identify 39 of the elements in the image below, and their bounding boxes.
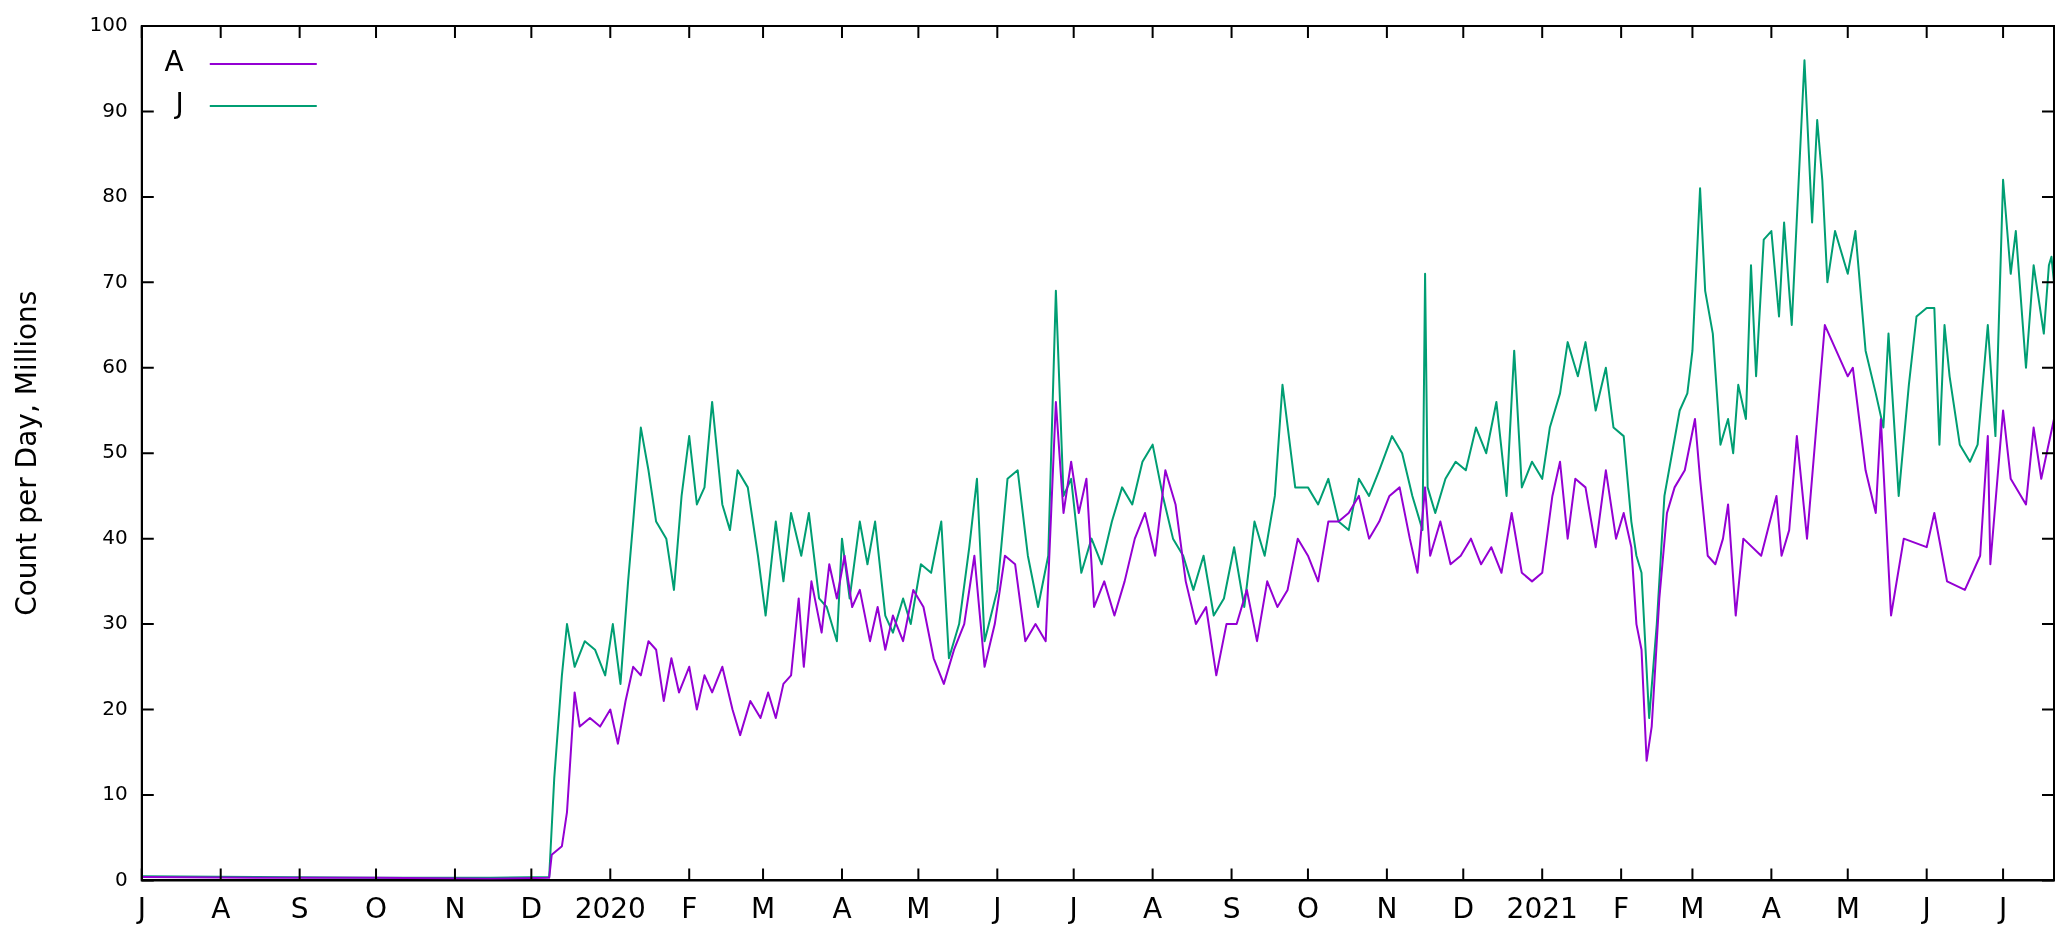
x-tick-label: J	[991, 892, 1002, 926]
x-tick-label: O	[365, 892, 388, 926]
y-tick-label: 60	[102, 353, 128, 378]
x-tick-label: D	[520, 892, 543, 926]
y-tick-label: 20	[102, 695, 128, 720]
x-tick-label: S	[1222, 892, 1241, 926]
y-tick-label: 90	[102, 97, 128, 122]
x-tick-label: M	[750, 892, 776, 926]
x-tick-label: 2020	[574, 892, 646, 926]
y-tick-label: 10	[102, 781, 128, 806]
y-tick-label: 50	[102, 439, 128, 464]
x-tick-label: J	[1920, 892, 1931, 926]
x-tick-label: F	[1613, 892, 1630, 926]
x-tick-label: 2021	[1506, 892, 1578, 926]
x-tick-label: J	[1996, 892, 2008, 926]
x-tick-label: N	[444, 892, 466, 926]
y-tick-label: 100	[89, 12, 128, 37]
x-tick-label: M	[1680, 892, 1705, 926]
x-tick-label: S	[290, 892, 309, 926]
x-tick-label: N	[1376, 892, 1398, 926]
legend-label: J	[173, 87, 184, 121]
y-tick-label: 0	[115, 866, 128, 891]
x-tick-label: M	[1835, 892, 1860, 926]
x-tick-label: M	[906, 892, 931, 926]
y-tick-label: 30	[102, 610, 128, 635]
y-axis-title: Count per Day, Millions	[10, 290, 44, 616]
y-tick-label: 40	[102, 524, 128, 549]
x-tick-label: O	[1296, 892, 1319, 926]
x-tick-label: J	[135, 892, 146, 926]
x-tick-label: A	[832, 892, 852, 926]
x-tick-label: A	[1761, 892, 1781, 926]
x-tick-label: A	[211, 892, 231, 926]
x-tick-label: J	[1067, 892, 1078, 926]
y-tick-label: 80	[102, 183, 128, 208]
x-tick-label: F	[681, 892, 698, 926]
x-tick-label: D	[1452, 892, 1475, 926]
y-tick-label: 70	[102, 268, 128, 293]
x-tick-label: A	[1143, 892, 1163, 926]
legend-label: A	[164, 45, 184, 79]
